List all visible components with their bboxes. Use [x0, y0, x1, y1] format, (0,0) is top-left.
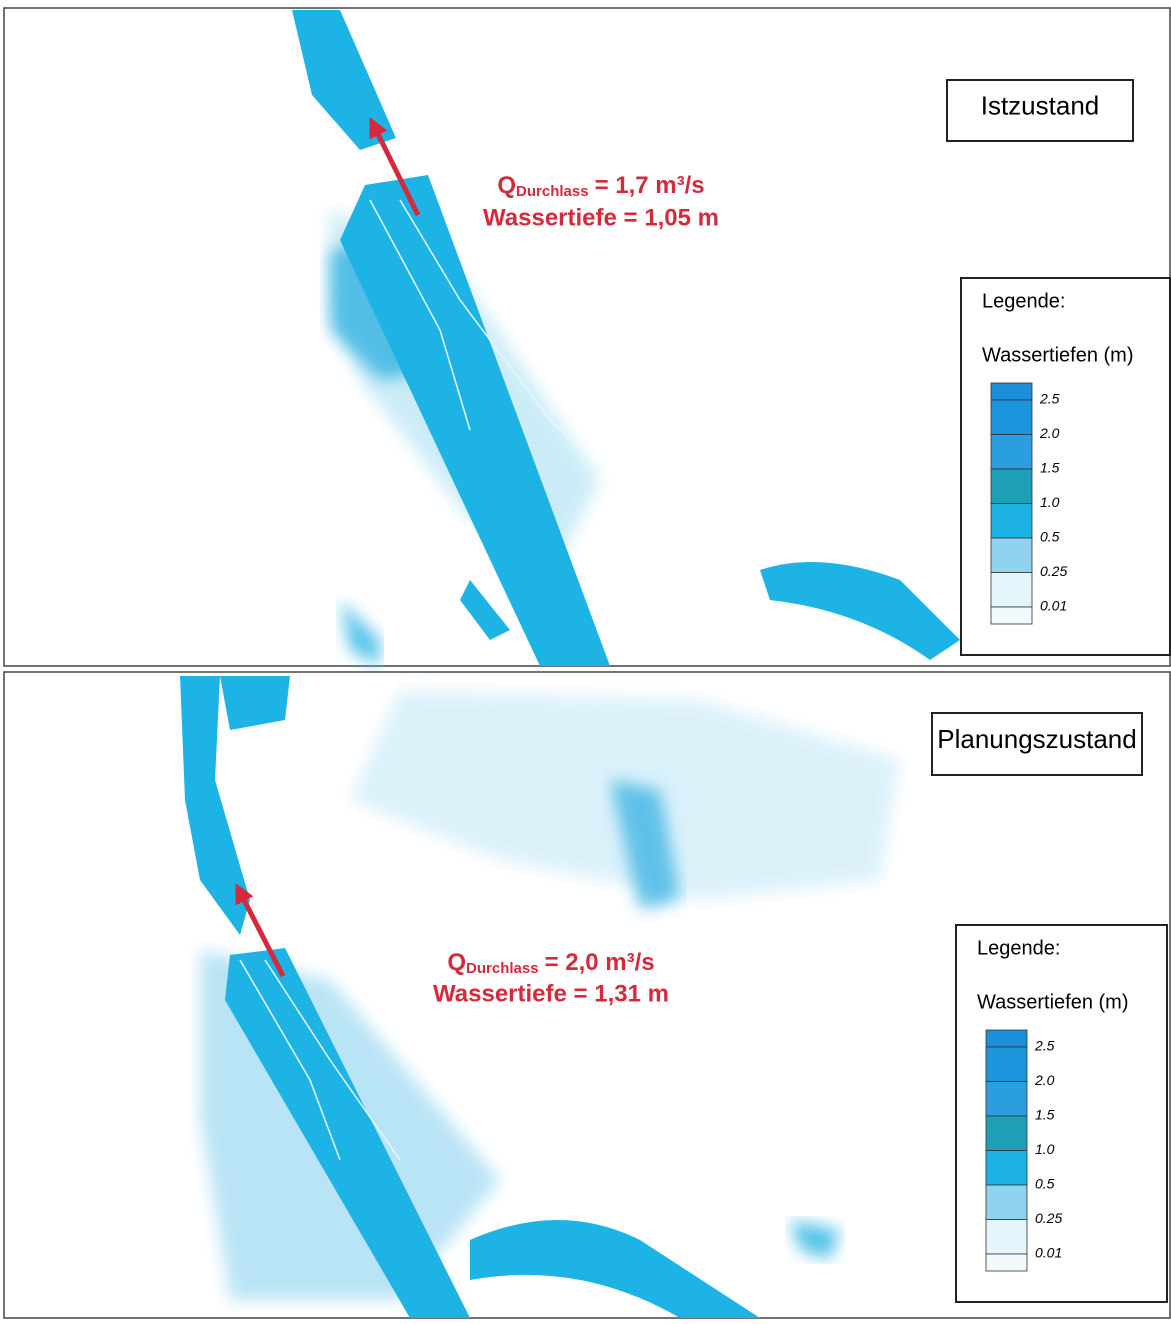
depth-label: Wassertiefe = 1,05 m	[483, 204, 719, 231]
legend-label: 2.0	[1039, 425, 1060, 441]
legend-title: Legende:	[982, 290, 1065, 312]
legend-label: 0.25	[1040, 563, 1067, 579]
legend-swatch	[991, 469, 1032, 504]
legend-swatch	[986, 1116, 1027, 1151]
legend-label: 1.0	[1040, 494, 1060, 510]
panel-title: Istzustand	[981, 90, 1100, 120]
legend-label: 0.5	[1040, 529, 1060, 545]
legend-swatch	[986, 1220, 1027, 1255]
q-subscript: Durchlass	[466, 960, 539, 977]
legend-swatch	[991, 504, 1032, 539]
legend-swatch	[986, 1047, 1027, 1082]
legend-title: Legende:	[977, 937, 1060, 959]
depth-label: Wassertiefe = 1,31 m	[433, 980, 669, 1007]
legend-swatch	[986, 1151, 1027, 1186]
legend-swatch	[986, 1254, 1027, 1271]
legend-label: 1.5	[1040, 460, 1060, 476]
legend-swatch	[986, 1185, 1027, 1220]
legend-swatch	[991, 383, 1032, 400]
legend-label: 2.5	[1039, 391, 1060, 407]
legend-label: 2.5	[1034, 1038, 1055, 1054]
legend-subtitle: Wassertiefen (m)	[982, 344, 1134, 366]
legend-swatch	[991, 607, 1032, 624]
legend-label: 0.25	[1035, 1210, 1062, 1226]
q-symbol: Q	[497, 172, 516, 199]
legend-swatch	[991, 400, 1032, 435]
legend-swatch	[991, 538, 1032, 573]
legend-label: 0.01	[1040, 598, 1067, 614]
legend-swatch	[986, 1030, 1027, 1047]
legend-swatch	[991, 435, 1032, 470]
map-page: IstzustandQDurchlass= 1,7 m³/sWassertief…	[0, 0, 1171, 1319]
legend-label: 0.01	[1035, 1245, 1062, 1261]
legend-label: 1.5	[1035, 1107, 1055, 1123]
legend-subtitle: Wassertiefen (m)	[977, 991, 1129, 1013]
q-value: = 2,0 m³/s	[545, 949, 655, 976]
legend-swatch	[991, 573, 1032, 608]
panel-title: Planungszustand	[937, 724, 1136, 754]
legend-swatch	[986, 1082, 1027, 1117]
legend-label: 2.0	[1034, 1072, 1055, 1088]
q-value: = 1,7 m³/s	[595, 172, 705, 199]
legend-label: 0.5	[1035, 1176, 1055, 1192]
q-subscript: Durchlass	[516, 183, 589, 200]
legend-label: 1.0	[1035, 1141, 1055, 1157]
q-symbol: Q	[447, 949, 466, 976]
